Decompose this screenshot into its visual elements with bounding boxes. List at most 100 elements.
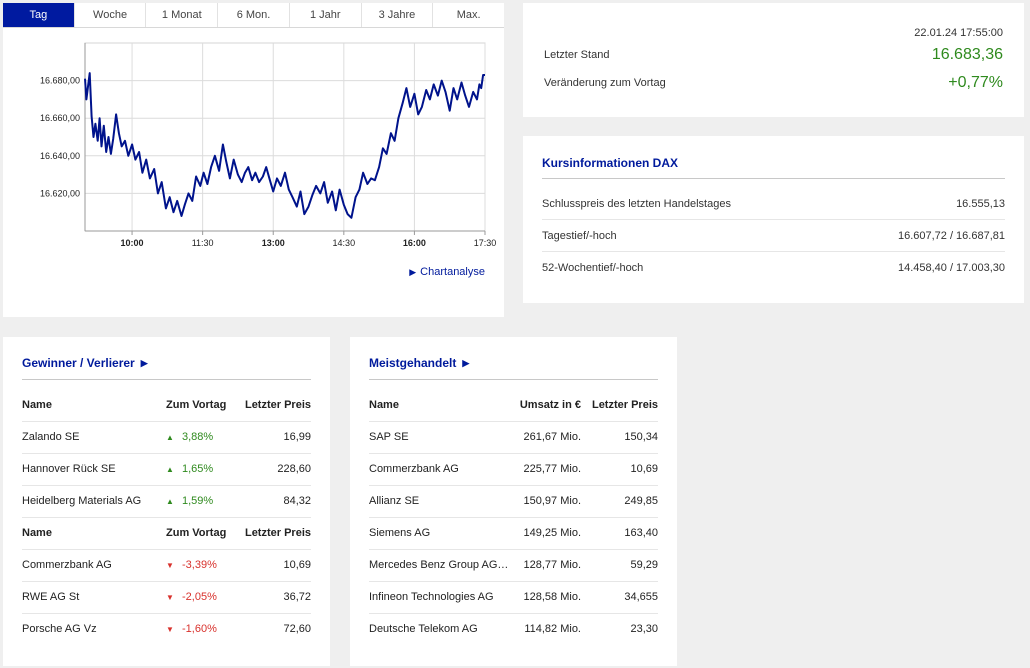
stock-price: 36,72 (241, 581, 311, 614)
change-row: Veränderung zum Vortag +0,77% (544, 74, 1003, 92)
stock-umsatz: 261,67 Mio. (509, 421, 581, 454)
divider (369, 379, 658, 380)
col-header-change: Zum Vortag (166, 389, 241, 422)
kurs-row-label: Tagestief/-hoch (542, 229, 617, 242)
stock-price: 249,85 (581, 485, 658, 518)
stock-name[interactable]: Mercedes Benz Group AG ... (369, 549, 509, 582)
chartanalyse-link[interactable]: ▶ Chartanalyse (409, 266, 485, 278)
table-row[interactable]: Zalando SE ▲ 3,88% 16,99 (22, 421, 311, 454)
y-tick-label: 16.640,00 (40, 151, 80, 161)
stock-price: 59,29 (581, 549, 658, 582)
tab-tag[interactable]: Tag (3, 3, 75, 27)
table-row[interactable]: RWE AG St ▼ -2,05% 36,72 (22, 581, 311, 614)
tab-1-monat[interactable]: 1 Monat (146, 3, 219, 27)
table-row[interactable]: Infineon Technologies AG 128,58 Mio. 34,… (369, 581, 658, 614)
kurs-row-value: 16.555,13 (956, 197, 1005, 210)
gewinner-verlierer-table: Name Zum Vortag Letzter Preis Zalando SE… (22, 389, 311, 645)
y-tick-label: 16.660,00 (40, 113, 80, 123)
tab-max[interactable]: Max. (456, 9, 481, 21)
kurs-row: Tagestief/-hoch 16.607,72 / 16.687,81 (542, 220, 1005, 252)
gewinner-verlierer-title[interactable]: Gewinner / Verlierer ▶ (22, 356, 148, 370)
table-row[interactable]: Mercedes Benz Group AG ... 128,77 Mio. 5… (369, 549, 658, 582)
triangle-up-icon: ▲ (166, 465, 174, 474)
stock-name[interactable]: Hannover Rück SE (22, 453, 166, 486)
kurs-row-value: 16.607,72 / 16.687,81 (897, 229, 1005, 242)
last-price-value: 16.683,36 (931, 46, 1003, 63)
stock-change: ▲ 1,59% (166, 485, 241, 518)
tab-woche[interactable]: Woche (75, 3, 147, 27)
stock-price: 34,655 (581, 581, 658, 614)
meistgehandelt-panel: Meistgehandelt ▶ Name Umsatz in € Letzte… (350, 337, 677, 666)
kursinformationen-title: Kursinformationen DAX (542, 156, 679, 170)
change-value: 3,88% (182, 431, 214, 443)
divider (22, 379, 311, 380)
stock-price: 72,60 (283, 623, 311, 636)
table-row[interactable]: Deutsche Telekom AG 114,82 Mio. 23,30 (369, 613, 658, 645)
price-chart: 16.620,00 16.640,00 16.660,00 16.680,00 10:0… (40, 42, 497, 248)
kurs-row-value: 14.458,40 / 17.003,30 (897, 262, 1005, 274)
table-row[interactable]: Hannover Rück SE ▲ 1,65% 228,60 (22, 453, 311, 486)
tab-3-jahre[interactable]: 3 Jahre (362, 3, 434, 27)
stock-umsatz: 150,97 Mio. (509, 485, 581, 518)
table-row[interactable]: SAP SE 261,67 Mio. 150,34 (369, 421, 658, 454)
stock-name[interactable]: Allianz SE (369, 485, 509, 518)
gewinner-verlierer-label: Gewinner / Verlierer (22, 356, 135, 370)
stock-name[interactable]: Porsche AG Vz (22, 623, 97, 636)
stock-name[interactable]: Commerzbank AG (22, 549, 166, 582)
meistgehandelt-label: Meistgehandelt (369, 356, 457, 370)
quote-panel: 22.01.24 17:55:00 Letzter Stand 16.683,3… (523, 3, 1024, 117)
play-arrow-icon: ▶ (409, 266, 417, 277)
table-row[interactable]: Siemens AG 149,25 Mio. 163,40 (369, 517, 658, 550)
col-header-price: Letzter Preis (241, 517, 311, 550)
timeframe-tabs: Tag Woche 1 Monat 6 Mon. 1 Jahr 3 Jahre … (3, 3, 504, 28)
stock-price: 23,30 (630, 623, 658, 636)
stock-price: 10,69 (241, 549, 311, 582)
stock-name[interactable]: Infineon Technologies AG (369, 581, 509, 614)
x-tick-label: 14:30 (333, 238, 356, 248)
stock-name[interactable]: Deutsche Telekom AG (369, 623, 478, 636)
table-row[interactable]: Porsche AG Vz ▼ -1,60% 72,60 (22, 613, 311, 645)
divider (542, 178, 1005, 179)
col-header-umsatz: Umsatz in € (509, 389, 581, 422)
chartanalyse-label: Chartanalyse (420, 266, 485, 278)
col-header-price: Letzter Preis (581, 389, 658, 422)
y-tick-label: 16.680,00 (40, 76, 80, 86)
stock-name[interactable]: Commerzbank AG (369, 453, 509, 486)
tab-6-mon[interactable]: 6 Mon. (218, 3, 290, 27)
kurs-row: 52-Wochentief/-hoch 14.458,40 / 17.003,3… (542, 252, 1005, 284)
change-value: -3,39% (182, 559, 217, 571)
x-tick-label: 16:00 (403, 238, 426, 248)
meistgehandelt-title[interactable]: Meistgehandelt ▶ (369, 356, 469, 370)
tab-1-jahr[interactable]: 1 Jahr (290, 3, 362, 27)
col-header-name: Name (22, 389, 166, 422)
play-arrow-icon: ▶ (462, 357, 470, 368)
table-row[interactable]: Heidelberg Materials AG ▲ 1,59% 84,32 (22, 485, 311, 518)
last-price-row: Letzter Stand 16.683,36 (544, 46, 1003, 64)
stock-price: 163,40 (581, 517, 658, 550)
triangle-down-icon: ▼ (166, 593, 174, 602)
stock-price: 150,34 (581, 421, 658, 454)
x-tick-label: 17:30 (474, 238, 497, 248)
stock-name[interactable]: SAP SE (369, 421, 509, 454)
col-header-price: Letzter Preis (241, 389, 311, 422)
table-row[interactable]: Commerzbank AG ▼ -3,39% 10,69 (22, 549, 311, 582)
gewinner-verlierer-panel: Gewinner / Verlierer ▶ Name Zum Vortag L… (3, 337, 330, 666)
stock-name[interactable]: Siemens AG (369, 517, 509, 550)
stock-umsatz: 149,25 Mio. (509, 517, 581, 550)
x-tick-label: 10:00 (121, 238, 144, 248)
stock-price: 10,69 (581, 453, 658, 486)
stock-name[interactable]: Heidelberg Materials AG (22, 485, 166, 518)
x-tick-label: 13:00 (262, 238, 285, 248)
change-value: -2,05% (182, 591, 217, 603)
table-row[interactable]: Commerzbank AG 225,77 Mio. 10,69 (369, 453, 658, 486)
stock-price: 84,32 (241, 485, 311, 518)
stock-change: ▼ -1,60% (166, 613, 241, 645)
stock-name[interactable]: Zalando SE (22, 421, 166, 454)
kurs-row: Schlusspreis des letzten Handelstages 16… (542, 188, 1005, 220)
table-row[interactable]: Allianz SE 150,97 Mio. 249,85 (369, 485, 658, 518)
stock-umsatz: 128,58 Mio. (509, 581, 581, 614)
stock-name[interactable]: RWE AG St (22, 581, 166, 614)
meistgehandelt-table: Name Umsatz in € Letzter Preis SAP SE 26… (369, 389, 658, 645)
triangle-up-icon: ▲ (166, 497, 174, 506)
table-header-row: Name Zum Vortag Letzter Preis (22, 517, 311, 550)
